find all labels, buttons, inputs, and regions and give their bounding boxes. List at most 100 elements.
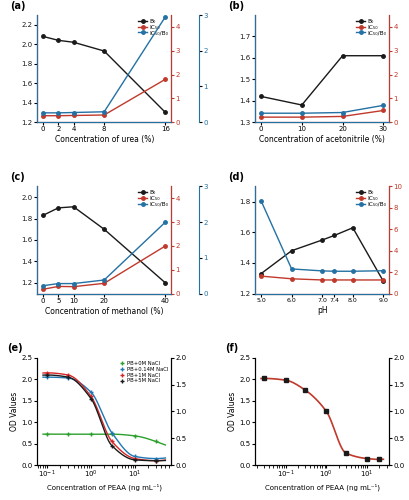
IC₅₀/B₀ — [56, 110, 61, 116]
B₀ — [101, 226, 106, 232]
Legend: PB+0M NaCl, PB+0.14M NaCl, PB+1M NaCl, PB+5M NaCl: PB+0M NaCl, PB+0.14M NaCl, PB+1M NaCl, P… — [118, 360, 169, 384]
IC₅₀/B₀ — [56, 280, 61, 286]
Line: IC₅₀: IC₅₀ — [258, 108, 384, 119]
Line: IC₅₀/B₀: IC₅₀/B₀ — [41, 15, 167, 114]
Line: PB+1M NaCl: PB+1M NaCl — [45, 370, 158, 463]
Line: IC₅₀: IC₅₀ — [258, 274, 384, 281]
IC₅₀/B₀ — [258, 198, 263, 203]
PB+0M NaCl — [109, 431, 114, 437]
IC₅₀/B₀ — [299, 110, 303, 116]
PB+0M NaCl — [153, 438, 158, 444]
IC₅₀ — [162, 76, 167, 82]
IC₅₀/B₀ — [349, 268, 354, 274]
IC₅₀/B₀ — [331, 268, 336, 274]
PB+5M NaCl — [109, 442, 114, 448]
B₀ — [56, 205, 61, 211]
IC₅₀ — [258, 114, 263, 120]
IC₅₀ — [380, 277, 385, 283]
Text: (f): (f) — [225, 344, 238, 353]
Line: PB+5M NaCl: PB+5M NaCl — [45, 372, 158, 463]
PB+0.14M NaCl — [45, 374, 49, 380]
IC₅₀ — [162, 243, 167, 249]
X-axis label: Concentration of methanol (%): Concentration of methanol (%) — [45, 306, 163, 316]
B₀ — [349, 225, 354, 231]
Y-axis label: OD Values: OD Values — [227, 392, 236, 431]
Line: B₀: B₀ — [41, 205, 167, 284]
IC₅₀/B₀ — [101, 109, 106, 115]
IC₅₀ — [339, 114, 344, 119]
PB+0M NaCl — [132, 433, 137, 439]
B₀ — [162, 110, 167, 116]
B₀ — [56, 38, 61, 44]
B₀ — [258, 94, 263, 100]
Line: IC₅₀: IC₅₀ — [41, 244, 167, 291]
IC₅₀ — [71, 284, 76, 290]
Y-axis label: OD Values: OD Values — [10, 392, 19, 431]
Line: IC₅₀/B₀: IC₅₀/B₀ — [258, 104, 384, 115]
IC₅₀ — [299, 114, 303, 120]
IC₅₀/B₀ — [162, 14, 167, 20]
Line: IC₅₀/B₀: IC₅₀/B₀ — [41, 220, 167, 288]
Line: PB+0M NaCl: PB+0M NaCl — [45, 432, 158, 444]
PB+0M NaCl — [65, 431, 70, 437]
PB+0.14M NaCl — [88, 389, 93, 395]
IC₅₀ — [71, 112, 76, 118]
IC₅₀/B₀ — [40, 110, 45, 116]
IC₅₀ — [101, 280, 106, 286]
IC₅₀ — [380, 108, 385, 114]
IC₅₀ — [349, 277, 354, 283]
PB+0M NaCl — [45, 431, 49, 437]
IC₅₀/B₀ — [288, 266, 293, 272]
IC₅₀ — [56, 284, 61, 290]
IC₅₀/B₀ — [380, 268, 385, 274]
B₀ — [71, 204, 76, 210]
B₀ — [331, 232, 336, 238]
B₀ — [71, 40, 76, 46]
PB+5M NaCl — [132, 457, 137, 463]
B₀ — [319, 237, 324, 243]
Text: (c): (c) — [10, 172, 25, 182]
Legend: B₀, IC₅₀, IC₅₀/B₀: B₀, IC₅₀, IC₅₀/B₀ — [355, 18, 386, 36]
PB+0.14M NaCl — [65, 375, 70, 381]
Line: IC₅₀/B₀: IC₅₀/B₀ — [258, 199, 384, 273]
IC₅₀/B₀ — [40, 282, 45, 288]
X-axis label: Concentration of PEAA (ng mL⁻¹): Concentration of PEAA (ng mL⁻¹) — [47, 483, 161, 490]
PB+1M NaCl — [65, 372, 70, 378]
Text: (e): (e) — [7, 344, 23, 353]
PB+5M NaCl — [88, 396, 93, 402]
Legend: B₀, IC₅₀, IC₅₀/B₀: B₀, IC₅₀, IC₅₀/B₀ — [137, 18, 168, 36]
Legend: B₀, IC₅₀, IC₅₀/B₀: B₀, IC₅₀, IC₅₀/B₀ — [355, 190, 386, 208]
IC₅₀/B₀ — [319, 268, 324, 274]
Text: (b): (b) — [227, 0, 243, 10]
IC₅₀ — [40, 286, 45, 292]
PB+0.14M NaCl — [153, 456, 158, 462]
Line: B₀: B₀ — [258, 226, 384, 283]
X-axis label: Concentration of urea (%): Concentration of urea (%) — [54, 135, 153, 144]
IC₅₀ — [331, 277, 336, 283]
B₀ — [380, 278, 385, 284]
IC₅₀/B₀ — [101, 277, 106, 283]
IC₅₀ — [40, 112, 45, 118]
Text: (a): (a) — [10, 0, 25, 10]
IC₅₀/B₀ — [258, 110, 263, 116]
X-axis label: Concentration of PEAA (ng mL⁻¹): Concentration of PEAA (ng mL⁻¹) — [264, 483, 379, 490]
IC₅₀/B₀ — [71, 110, 76, 116]
B₀ — [40, 34, 45, 40]
IC₅₀ — [56, 112, 61, 118]
Line: B₀: B₀ — [258, 54, 384, 106]
Line: B₀: B₀ — [41, 34, 167, 114]
B₀ — [258, 270, 263, 276]
IC₅₀/B₀ — [71, 280, 76, 286]
PB+5M NaCl — [65, 374, 70, 380]
IC₅₀/B₀ — [380, 102, 385, 108]
PB+0.14M NaCl — [132, 454, 137, 460]
B₀ — [299, 102, 303, 108]
X-axis label: Concentration of acetonitrile (%): Concentration of acetonitrile (%) — [258, 135, 384, 144]
B₀ — [380, 52, 385, 59]
IC₅₀/B₀ — [339, 110, 344, 116]
B₀ — [162, 280, 167, 286]
PB+1M NaCl — [45, 370, 49, 376]
B₀ — [40, 212, 45, 218]
PB+1M NaCl — [109, 438, 114, 444]
Line: PB+0.14M NaCl: PB+0.14M NaCl — [45, 374, 158, 461]
